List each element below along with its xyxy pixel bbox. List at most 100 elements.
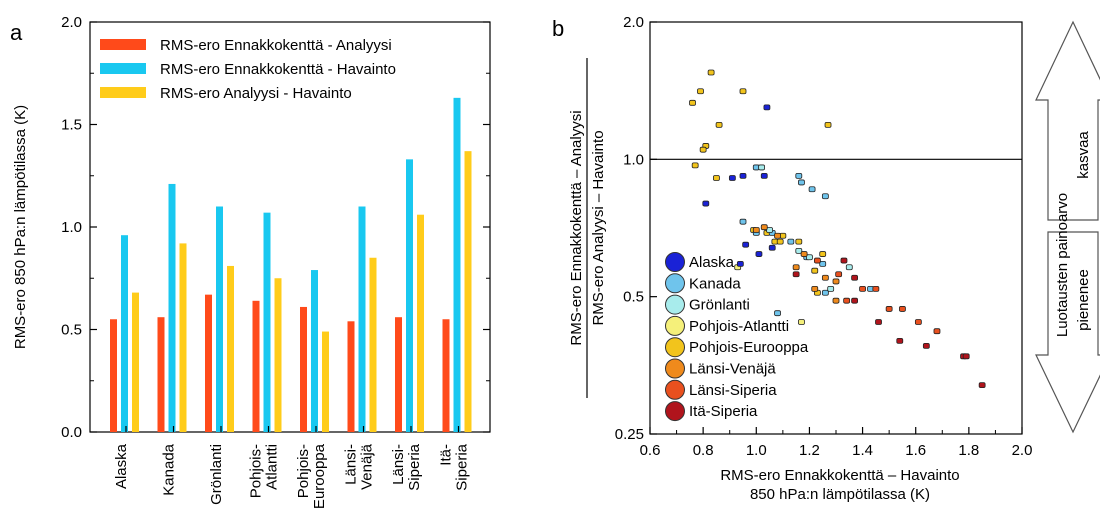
down-arrow-icon [1035, 231, 1100, 434]
scatter-point [758, 164, 765, 171]
scatter-point [739, 172, 747, 179]
scatter-x-label-line: 850 hPa:n lämpötilassa (K) [750, 486, 930, 503]
bar-category-label: Venäjä [359, 443, 376, 490]
scatter-point [896, 337, 904, 344]
scatter-point [760, 224, 768, 231]
legend-label: Kanada [689, 275, 741, 292]
legend-label: Itä-Siperia [689, 403, 758, 420]
scatter-point [885, 306, 893, 312]
scatter-point [702, 200, 710, 207]
scatter-point [776, 238, 784, 245]
legend-swatch [100, 39, 146, 50]
scatter-x-tick-label: 1.0 [746, 442, 767, 459]
bar-category-labels: Alaska Kanada Grönlanti Pohjois- Atlantti Poh… [113, 426, 471, 509]
scatter-legend: Alaska Kanada Grönlanti Pohjois-Atlantti Poh… [665, 252, 809, 422]
scatter-point [795, 238, 803, 245]
scatter-point [814, 257, 821, 264]
scatter-point [875, 319, 882, 325]
bar-1 [347, 321, 355, 432]
bar-2 [216, 206, 223, 432]
legend-marker [665, 294, 685, 315]
legend-marker [665, 379, 685, 400]
legend-marker [665, 337, 685, 358]
scatter-point [859, 285, 866, 292]
bar-3 [179, 243, 187, 432]
scatter-point [811, 267, 819, 274]
scatter-x-tick-label: 2.0 [1012, 442, 1033, 459]
bar-category-label: Alaska [113, 443, 130, 489]
scatter-point [899, 306, 906, 312]
bar-category-label: Itä- [438, 444, 455, 466]
scatter-x-tick-label: 1.2 [799, 442, 820, 459]
scatter-point [827, 285, 835, 292]
bar-y-tick-label: 2.0 [61, 14, 82, 31]
scatter-point [768, 244, 776, 251]
bar-y-tick-label: 0.5 [61, 322, 82, 339]
bar-plot-area [89, 21, 491, 433]
scatter-y-tick-label: 0.25 [615, 426, 644, 443]
scatter-point [798, 319, 805, 325]
legend-label: RMS-ero Analyysi - Havainto [160, 85, 352, 102]
scatter-y-tick-label: 1.0 [623, 151, 644, 168]
bar-category-label: Siperia [454, 443, 471, 490]
scatter-point [795, 172, 803, 179]
bar-category-label: Länsi- [390, 444, 407, 485]
bar-category-label: Eurooppa [311, 443, 328, 509]
legend-label: Pohjois-Atlantti [689, 318, 789, 335]
legend-marker [665, 252, 685, 272]
scatter-point [819, 260, 827, 267]
scatter-point [697, 88, 704, 95]
scatter-point [962, 353, 970, 360]
bar-y-axis-label: RMS-ero 850 hPa:n lämpötilassa (K) [12, 105, 29, 349]
bar-chart-panel-a: a 0.0 0.5 1.0 1.5 2.0 Alaska Kanada Grönlanti P… [10, 14, 491, 509]
legend-label: Länsi-Siperia [689, 382, 777, 399]
bar-3 [464, 151, 472, 432]
y-label-numerator: RMS-ero Ennakkokenttä – Analyysi [568, 110, 585, 345]
scatter-point [795, 247, 803, 254]
scatter-point [699, 146, 707, 153]
bar-3 [132, 292, 139, 432]
legend-marker [665, 358, 685, 379]
scatter-axes: 0.6 0.8 1.0 1.2 1.4 1.6 1.8 2.0 0.25 0.5 1.0 2.0 [615, 14, 1033, 459]
scatter-point [808, 186, 816, 193]
scatter-point [845, 264, 853, 271]
weight-down-label: pienenee [1075, 269, 1092, 331]
scatter-x-tick-label: 1.4 [852, 442, 873, 459]
bar-3 [417, 214, 424, 432]
up-arrow-icon [1035, 20, 1100, 221]
legend-marker [665, 315, 685, 336]
legend-label: Alaska [689, 254, 735, 271]
legend-swatch [100, 87, 146, 98]
scatter-point [800, 251, 808, 257]
scatter-point [755, 251, 763, 257]
scatter-point [774, 310, 781, 317]
bar-1 [205, 294, 212, 432]
scatter-y-tick-label: 0.5 [623, 289, 644, 306]
bar-category-label: Länsi- [343, 444, 360, 485]
bar-1 [442, 319, 450, 432]
scatter-point [821, 289, 829, 296]
scatter-x-label-line: RMS-ero Ennakkokenttä – Havainto [720, 467, 959, 484]
bar-series-group [110, 97, 472, 432]
bar-1 [395, 317, 402, 432]
weight-label: Luotausten painoarvo [1054, 193, 1071, 337]
scatter-point [872, 285, 880, 292]
scatter-x-tick-label: 1.6 [905, 442, 926, 459]
scatter-y-tick-label: 2.0 [623, 14, 644, 31]
bar-category-label: Pohjois- [295, 444, 312, 498]
scatter-point [742, 241, 750, 248]
scatter-point [739, 218, 747, 225]
legend-label: Pohjois-Eurooppa [689, 339, 809, 356]
panel-label-b: b [552, 16, 564, 41]
scatter-point [914, 319, 922, 325]
scatter-point [811, 285, 819, 292]
bar-category-label: Grönlanti [208, 444, 225, 505]
bar-3 [274, 278, 282, 432]
bar-category-label: Siperia [406, 443, 423, 490]
scatter-point [978, 382, 986, 388]
legend-marker [665, 401, 685, 422]
bar-1 [110, 319, 117, 432]
scatter-point [843, 297, 851, 304]
scatter-point [760, 172, 768, 179]
